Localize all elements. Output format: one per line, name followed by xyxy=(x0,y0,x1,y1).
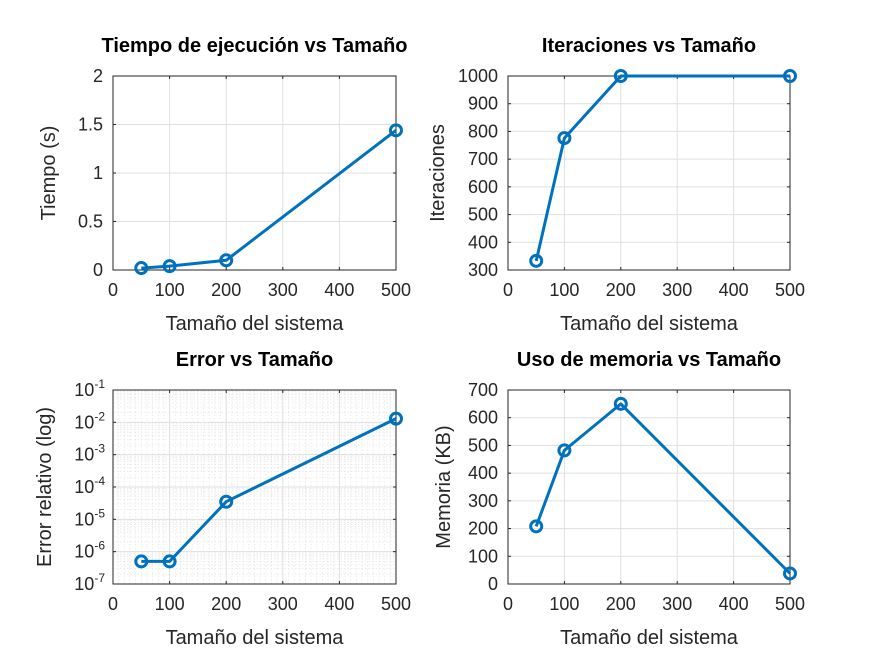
y-tick-label: 500 xyxy=(468,435,498,455)
y-tick-label: 700 xyxy=(468,149,498,169)
y-tick-label: 300 xyxy=(468,260,498,280)
chart-4: 0 100 200 300 400 500 0 100 200 300 400 500 600 700 Us… xyxy=(433,349,805,649)
y-tick-label: 600 xyxy=(468,408,498,428)
x-tick-label: 400 xyxy=(324,280,354,300)
series-line xyxy=(534,74,790,262)
x-axis-label: Tamaño del sistema xyxy=(560,627,739,649)
y-tick-label: 1 xyxy=(93,163,103,183)
x-tick-label: 0 xyxy=(108,594,118,614)
x-tick-label: 200 xyxy=(606,280,636,300)
y-tick-label: 400 xyxy=(468,463,498,483)
y-tick-label: 0 xyxy=(488,574,498,594)
chart-1: 0 100 200 300 400 500 0 0.5 1 1.5 2 Tiempo de ejecu… xyxy=(38,35,411,335)
data-point xyxy=(613,396,628,411)
y-axis-label: Memoria (KB) xyxy=(433,425,455,548)
y-tick-label: 600 xyxy=(468,177,498,197)
y-axis-label: Error relativo (log) xyxy=(34,407,56,567)
y-tick-label: 0.5 xyxy=(78,212,103,232)
x-tick-label: 100 xyxy=(549,280,579,300)
x-tick-label: 500 xyxy=(381,280,411,300)
x-axis-label: Tamaño del sistema xyxy=(166,627,345,649)
x-tick-label: 400 xyxy=(324,594,354,614)
y-tick-label: 900 xyxy=(468,94,498,114)
x-tick-label: 400 xyxy=(719,594,749,614)
x-tick-label: 500 xyxy=(775,280,805,300)
data-point xyxy=(219,494,234,509)
y-tick-label: 0 xyxy=(93,260,103,280)
y-tick-label: 300 xyxy=(468,491,498,511)
y-tick-label: 10-4 xyxy=(74,474,105,497)
chart-title: Uso de memoria vs Tamaño xyxy=(517,349,781,371)
y-tick-label: 400 xyxy=(468,232,498,252)
x-tick-label: 200 xyxy=(606,594,636,614)
x-tick-label: 300 xyxy=(268,280,298,300)
chart-title: Tiempo de ejecución vs Tamaño xyxy=(101,35,407,57)
x-tick-label: 100 xyxy=(155,280,185,300)
data-point xyxy=(134,554,149,569)
x-axis-label: Tamaño del sistema xyxy=(166,313,345,335)
x-tick-label: 100 xyxy=(549,594,579,614)
y-tick-label: 2 xyxy=(93,66,103,86)
x-axis-label: Tamaño del sistema xyxy=(560,313,739,335)
x-tick-label: 500 xyxy=(381,594,411,614)
data-point xyxy=(557,131,572,146)
x-tick-label: 400 xyxy=(719,280,749,300)
series-line xyxy=(141,417,397,563)
chart-title: Iteraciones vs Tamaño xyxy=(542,35,756,57)
y-tick-label: 10-3 xyxy=(74,442,105,465)
x-tick-label: 0 xyxy=(503,594,513,614)
x-tick-label: 500 xyxy=(775,594,805,614)
data-point xyxy=(162,259,177,274)
data-point xyxy=(162,554,177,569)
chart-2: 0 100 200 300 400 500 300 400 500 600 700 800 900 100… xyxy=(427,35,805,335)
x-tick-label: 100 xyxy=(155,594,185,614)
y-tick-label: 1.5 xyxy=(78,115,103,135)
y-tick-label: 10-6 xyxy=(74,539,105,562)
y-tick-label: 200 xyxy=(468,519,498,539)
y-tick-label: 10-1 xyxy=(74,377,105,400)
data-point xyxy=(783,69,797,83)
y-tick-label: 10-2 xyxy=(74,409,105,432)
series-line xyxy=(534,402,792,575)
y-axis-label: Tiempo (s) xyxy=(38,126,60,221)
x-tick-label: 300 xyxy=(662,594,692,614)
y-tick-label: 800 xyxy=(468,121,498,141)
y-tick-label: 10-5 xyxy=(74,506,105,529)
y-tick-label: 100 xyxy=(468,546,498,566)
x-tick-label: 300 xyxy=(662,280,692,300)
y-tick-label: 10-7 xyxy=(74,571,105,594)
axes-box xyxy=(507,389,791,585)
data-point xyxy=(613,69,628,83)
data-point xyxy=(557,443,572,458)
data-point xyxy=(389,123,403,138)
chart-3: 0 100 200 300 400 500 10-7 10-6 10-5 10-4 10-3 10-2… xyxy=(34,349,411,649)
x-tick-label: 300 xyxy=(268,594,298,614)
x-tick-label: 0 xyxy=(503,280,513,300)
x-tick-label: 0 xyxy=(108,280,118,300)
y-tick-label: 1000 xyxy=(458,66,498,86)
data-point xyxy=(219,253,234,268)
y-tick-label: 500 xyxy=(468,205,498,225)
data-point xyxy=(529,253,544,268)
data-point xyxy=(529,519,544,534)
x-tick-label: 200 xyxy=(211,594,241,614)
data-point xyxy=(783,566,797,581)
data-point xyxy=(134,261,149,276)
data-point xyxy=(389,411,403,426)
axes-box xyxy=(507,75,791,271)
y-tick-label: 700 xyxy=(468,380,498,400)
y-axis-label: Iteraciones xyxy=(427,124,449,222)
series-line xyxy=(141,129,397,270)
chart-title: Error vs Tamaño xyxy=(176,349,333,371)
x-tick-label: 200 xyxy=(211,280,241,300)
